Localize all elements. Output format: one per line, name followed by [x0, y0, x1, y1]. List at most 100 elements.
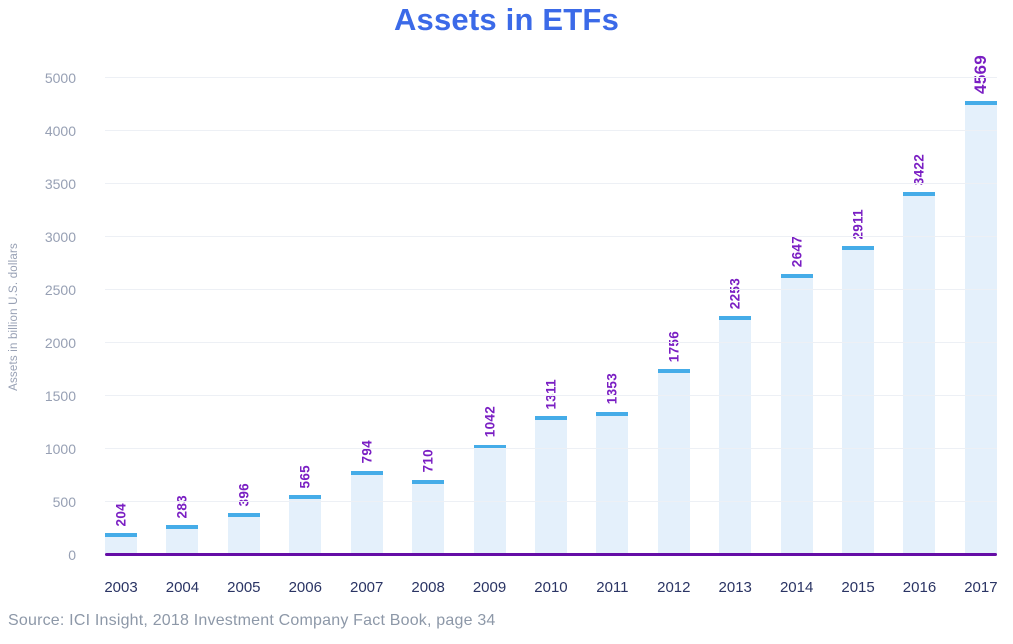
bar-column-2012: 1756 2012: [657, 331, 690, 596]
bar-value-label: 794: [359, 440, 375, 464]
gridline: [105, 289, 997, 290]
bar-2012[interactable]: [657, 368, 690, 555]
x-tick-label: 2007: [350, 579, 384, 596]
gridline: [105, 342, 997, 343]
bar-column-2006: 565 2006: [289, 465, 322, 596]
x-tick-label: 2008: [411, 579, 445, 596]
bar-2017[interactable]: [964, 100, 997, 555]
plot-area: 204 2003 283 2004 396 2005 565 2006 794 2007 710 20…: [45, 55, 998, 597]
bar-cap: [534, 416, 567, 420]
y-tick-label: 2500: [44, 282, 76, 298]
y-tick-label: 3000: [44, 229, 76, 245]
bar-column-2007: 794 2007: [350, 440, 383, 596]
x-tick-label: 2005: [227, 579, 261, 596]
bar-value-label: 1756: [666, 330, 682, 362]
bar-cap: [473, 444, 506, 449]
y-tick-label: 5000: [44, 70, 76, 86]
x-tick-label: 2012: [657, 579, 691, 596]
x-tick-label: 2011: [596, 579, 629, 596]
bar-value-label: 1042: [482, 406, 498, 438]
bar-value-label: 283: [174, 494, 190, 518]
bar-value-label: 204: [113, 502, 129, 527]
bar-cap: [227, 513, 260, 517]
x-axis-line: [105, 553, 997, 556]
bar-2013[interactable]: [719, 316, 752, 555]
bar-2016[interactable]: [903, 192, 936, 555]
y-tick-label: 1000: [44, 441, 76, 457]
bar-value-label: 710: [420, 449, 436, 473]
y-tick-label: 3500: [44, 176, 76, 192]
bar-column-2010: 1311 2010: [534, 379, 567, 597]
gridline: [105, 236, 997, 237]
y-axis-title: Assets in billion U.S. dollars: [8, 242, 20, 391]
x-tick-label: 2017: [964, 579, 998, 596]
bar-column-2014: 2647 2014: [780, 236, 813, 596]
y-tick-label: 4000: [44, 123, 76, 139]
bar-2007[interactable]: [350, 470, 383, 555]
bar-column-2015: 2911 2015: [841, 209, 875, 596]
bar-cap: [412, 479, 445, 484]
x-tick-label: 2016: [902, 579, 937, 596]
bar-cap: [780, 274, 813, 279]
bar-cap: [596, 411, 629, 416]
bar-column-2004: 283 2004: [166, 495, 199, 596]
bar-2015[interactable]: [842, 246, 875, 555]
bar-cap: [903, 192, 936, 197]
bar-value-label: 2911: [850, 208, 866, 240]
bar-column-2011: 1353 2011: [596, 373, 629, 596]
bar-column-2016: 3422 2016: [903, 154, 936, 596]
bar-cap: [719, 316, 752, 321]
x-tick-label: 2006: [288, 579, 322, 596]
bar-value-label: 1311: [543, 378, 559, 410]
bar-2011[interactable]: [596, 411, 629, 555]
bar-2005[interactable]: [227, 513, 260, 555]
bar-value-label: 2647: [789, 236, 805, 268]
bar-cap: [105, 533, 137, 538]
bar-cap: [289, 495, 322, 500]
x-tick-label: 2009: [472, 579, 507, 596]
bar-cap: [657, 368, 690, 373]
gridline: [105, 183, 997, 184]
bars-container: 204 2003 283 2004 396 2005 565 2006 794 2007 710 20…: [104, 55, 997, 597]
chart-title: Assets in ETFs: [393, 2, 620, 37]
gridline: [105, 448, 997, 449]
x-tick-label: 2015: [841, 579, 875, 596]
bar-column-2013: 2253 2013: [719, 278, 752, 596]
bar-cap: [842, 246, 875, 251]
bar-2006[interactable]: [289, 495, 322, 555]
bar-2008[interactable]: [412, 479, 445, 555]
gridline: [105, 395, 997, 396]
y-tick-label: 0: [68, 547, 76, 563]
x-tick-label: 2010: [534, 579, 568, 596]
x-tick-label: 2004: [165, 579, 200, 596]
bar-2014[interactable]: [780, 274, 813, 555]
y-tick-label: 1500: [44, 388, 76, 404]
bar-column-2017: 4569 2017: [964, 55, 997, 596]
bar-value-label: 396: [236, 482, 252, 506]
gridline: [105, 77, 997, 78]
bar-column-2005: 396 2005: [227, 483, 260, 596]
gridline: [105, 130, 997, 131]
bar-cap: [964, 100, 997, 105]
bar-2003[interactable]: [105, 533, 137, 555]
bar-column-2009: 1042 2009: [473, 406, 506, 596]
y-tick-label: 500: [52, 494, 76, 510]
bar-cap: [350, 470, 383, 475]
x-tick-label: 2013: [718, 579, 752, 596]
bar-value-label: 2253: [727, 277, 743, 310]
y-tick-label: 2000: [44, 335, 76, 351]
bar-value-label: 3422: [911, 154, 927, 186]
bar-value-label: 4569: [970, 54, 990, 94]
bar-value-label: 565: [297, 464, 313, 489]
source-note: Source: ICI Insight, 2018 Investment Com…: [8, 612, 496, 629]
x-tick-label: 2014: [779, 579, 814, 596]
bar-2009[interactable]: [473, 444, 506, 555]
bar-cap: [166, 525, 199, 529]
bar-2010[interactable]: [534, 416, 567, 555]
gridline: [105, 501, 997, 502]
x-tick-label: 2003: [104, 579, 138, 596]
bar-column-2003: 204 2003: [104, 503, 137, 596]
bar-2004[interactable]: [166, 525, 199, 555]
y-axis-title-wrap: Assets in billion U.S. dollars: [2, 78, 26, 555]
